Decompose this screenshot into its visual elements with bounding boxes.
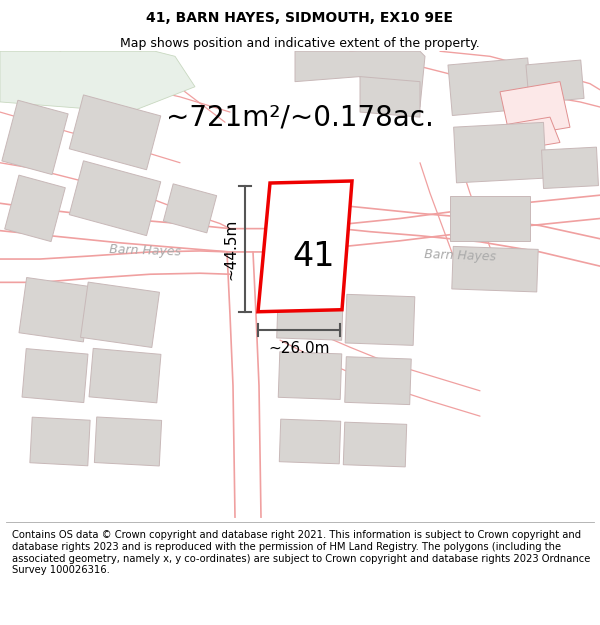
Text: Map shows position and indicative extent of the property.: Map shows position and indicative extent… bbox=[120, 37, 480, 50]
Text: Contains OS data © Crown copyright and database right 2021. This information is : Contains OS data © Crown copyright and d… bbox=[12, 531, 590, 575]
Polygon shape bbox=[2, 100, 68, 174]
Polygon shape bbox=[345, 357, 411, 404]
Polygon shape bbox=[163, 184, 217, 233]
Text: ~44.5m: ~44.5m bbox=[223, 218, 239, 279]
Text: Barn Hayes: Barn Hayes bbox=[424, 248, 496, 264]
Polygon shape bbox=[345, 294, 415, 346]
Polygon shape bbox=[454, 122, 547, 183]
Polygon shape bbox=[0, 51, 195, 112]
Text: ~721m²/~0.178ac.: ~721m²/~0.178ac. bbox=[166, 103, 434, 131]
Polygon shape bbox=[94, 417, 161, 466]
Polygon shape bbox=[19, 278, 91, 342]
Polygon shape bbox=[448, 58, 532, 116]
Text: 41, BARN HAYES, SIDMOUTH, EX10 9EE: 41, BARN HAYES, SIDMOUTH, EX10 9EE bbox=[146, 11, 454, 25]
Polygon shape bbox=[295, 51, 425, 112]
Polygon shape bbox=[22, 349, 88, 403]
Text: 41: 41 bbox=[292, 240, 335, 273]
Polygon shape bbox=[500, 82, 570, 138]
Polygon shape bbox=[542, 147, 598, 189]
Polygon shape bbox=[258, 181, 352, 312]
Polygon shape bbox=[526, 60, 584, 103]
Polygon shape bbox=[450, 196, 530, 241]
Text: Barn Hayes: Barn Hayes bbox=[109, 243, 181, 259]
Polygon shape bbox=[69, 161, 161, 236]
Polygon shape bbox=[278, 352, 342, 399]
Polygon shape bbox=[30, 417, 90, 466]
Polygon shape bbox=[343, 422, 407, 467]
Polygon shape bbox=[490, 117, 560, 152]
Polygon shape bbox=[360, 77, 420, 117]
Polygon shape bbox=[80, 282, 160, 348]
Polygon shape bbox=[279, 419, 341, 464]
Polygon shape bbox=[89, 348, 161, 403]
Polygon shape bbox=[277, 289, 343, 340]
Polygon shape bbox=[452, 246, 538, 292]
Polygon shape bbox=[5, 175, 65, 242]
Polygon shape bbox=[69, 95, 161, 170]
Text: ~26.0m: ~26.0m bbox=[268, 341, 330, 356]
